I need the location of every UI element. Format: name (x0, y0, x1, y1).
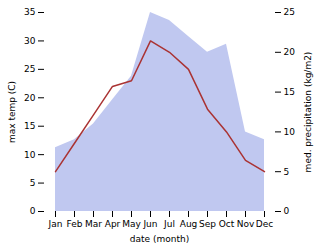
svg-text:10: 10 (284, 127, 296, 137)
svg-text:date (month): date (month) (130, 234, 189, 244)
svg-text:10: 10 (24, 150, 36, 160)
svg-text:Aug: Aug (180, 219, 198, 229)
svg-text:Jun: Jun (142, 219, 157, 229)
svg-text:30: 30 (24, 36, 36, 46)
svg-text:Mar: Mar (85, 219, 102, 229)
svg-text:20: 20 (284, 47, 296, 57)
svg-text:Jan: Jan (48, 219, 63, 229)
svg-text:Feb: Feb (67, 219, 83, 229)
svg-text:Jul: Jul (163, 219, 175, 229)
svg-text:Apr: Apr (105, 219, 121, 229)
svg-text:35: 35 (24, 7, 35, 17)
svg-text:Sep: Sep (199, 219, 216, 229)
svg-text:med. precipitation (kg/m2): med. precipitation (kg/m2) (303, 52, 313, 173)
svg-text:May: May (122, 219, 141, 229)
svg-text:20: 20 (24, 93, 36, 103)
svg-text:15: 15 (24, 121, 35, 131)
svg-text:15: 15 (284, 87, 295, 97)
svg-text:0: 0 (30, 206, 36, 216)
svg-text:Nov: Nov (237, 219, 255, 229)
svg-text:25: 25 (284, 7, 295, 17)
svg-text:0: 0 (284, 206, 290, 216)
svg-text:5: 5 (30, 178, 36, 188)
svg-text:5: 5 (284, 167, 290, 177)
svg-text:Dec: Dec (256, 219, 273, 229)
svg-text:25: 25 (24, 64, 35, 74)
svg-text:Oct: Oct (219, 219, 235, 229)
svg-text:max temp (C): max temp (C) (7, 81, 17, 143)
